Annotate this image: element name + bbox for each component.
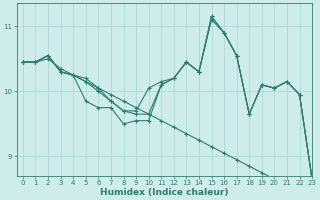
X-axis label: Humidex (Indice chaleur): Humidex (Indice chaleur)	[100, 188, 228, 197]
